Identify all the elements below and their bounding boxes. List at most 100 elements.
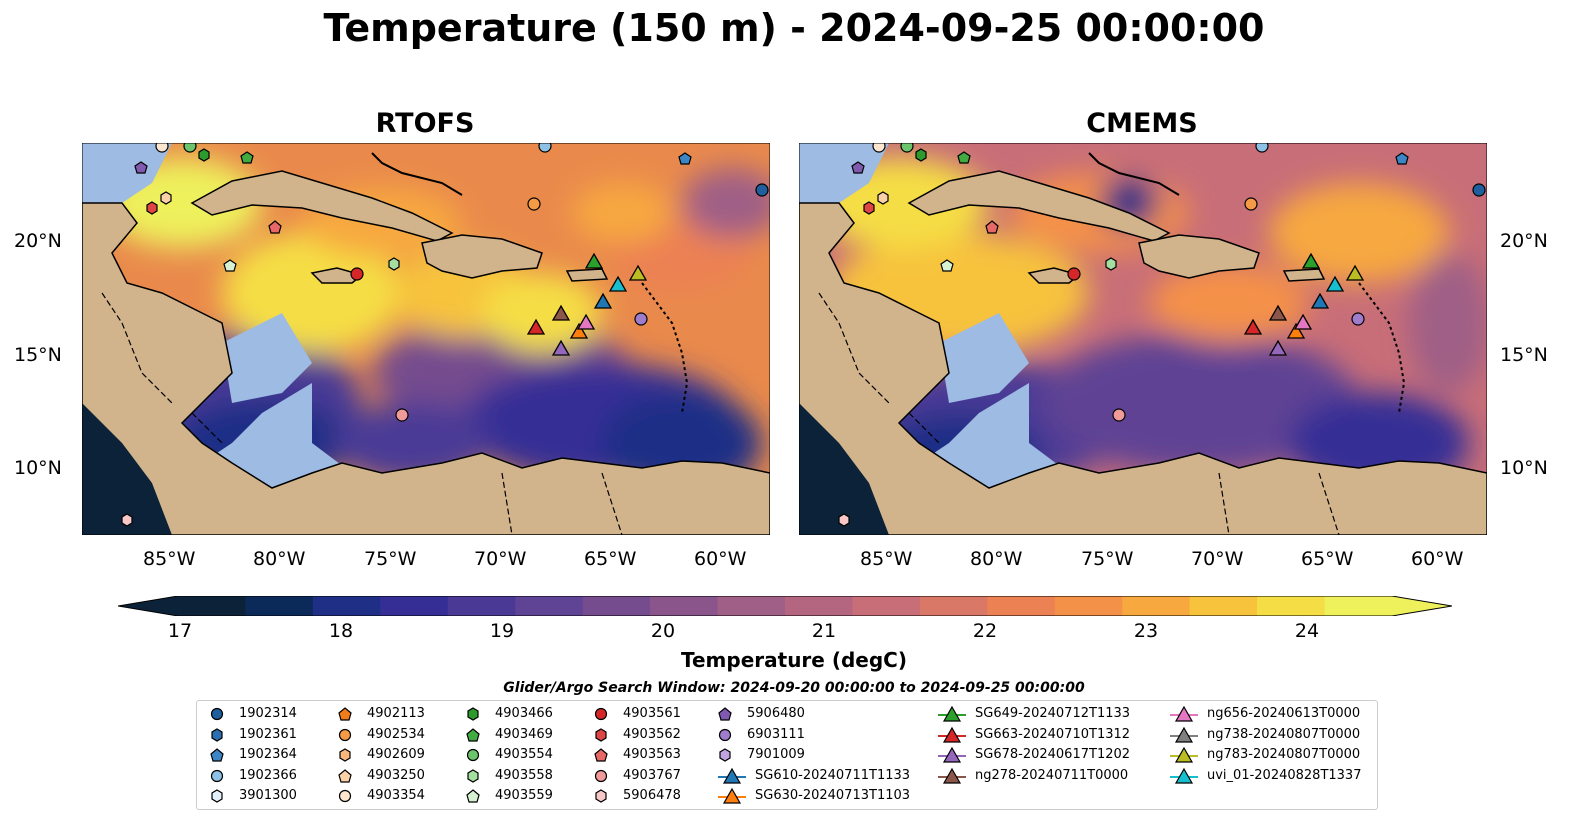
- legend-item-label: ng278-20240711T0000: [975, 767, 1129, 783]
- colorbar-tick-20: 20: [650, 620, 676, 642]
- legend-item: 5906478: [593, 787, 813, 805]
- legend-item: 1902366: [209, 767, 429, 785]
- colorbar-tick-21: 21: [811, 620, 837, 642]
- legend-item-label: 1902364: [239, 747, 297, 762]
- legend-item-label: 4903554: [495, 747, 553, 762]
- hexagon-marker-icon: [595, 789, 607, 803]
- colorbar-segment: [1122, 596, 1191, 616]
- circle-marker-icon: [338, 789, 352, 803]
- legend-item-label: SG630-20240713T1103: [755, 788, 911, 803]
- pentagon-marker-icon: [338, 707, 352, 721]
- pentagon-marker-icon: [594, 748, 608, 762]
- legend-item-label: 4903469: [495, 726, 553, 742]
- colorbar-label: Temperature (degC): [681, 648, 907, 672]
- legend-item-label: 1902361: [239, 726, 297, 742]
- triangle-line-marker-icon: [1170, 746, 1198, 763]
- lon-label-60w-left: 60°W: [694, 548, 747, 570]
- colorbar-segment: [380, 596, 449, 616]
- legend-item: 1902361: [209, 726, 429, 744]
- rtofs-temperature-map: [81, 142, 771, 536]
- colorbar-segment: [987, 596, 1056, 616]
- legend-item: 4903558: [465, 767, 685, 785]
- legend-item: 1902314: [209, 705, 429, 723]
- pentagon-marker-icon: [210, 748, 224, 762]
- circle-marker-icon: [210, 769, 224, 782]
- legend-item-label: ng656-20240613T0000: [1207, 706, 1361, 721]
- triangle-line-marker-icon: [1170, 705, 1198, 722]
- hexagon-marker-icon: [211, 727, 223, 742]
- lon-label-70w-left: 70°W: [474, 548, 527, 570]
- colorbar-segment: [852, 596, 921, 616]
- legend-item: 4903562: [593, 726, 813, 744]
- legend-item-label: 3901300: [239, 788, 297, 803]
- legend-item: 3901300: [209, 787, 429, 805]
- pentagon-marker-icon: [718, 707, 732, 721]
- legend-item: uvi_01-20240828T1337: [1169, 767, 1389, 785]
- legend-item-label: 1902366: [239, 767, 297, 783]
- hexagon-marker-icon: [211, 789, 223, 803]
- lon-label-75w-right: 75°W: [1081, 548, 1134, 570]
- legend-item-label: 4903562: [623, 726, 681, 742]
- colorbar-segment: [650, 596, 719, 616]
- triangle-line-marker-icon: [1170, 767, 1198, 784]
- map-panel-rtofs: [81, 142, 771, 536]
- triangle-line-marker-icon: [938, 705, 966, 722]
- legend-item-label: 5906478: [623, 788, 681, 803]
- legend-item: 4903554: [465, 746, 685, 764]
- colorbar-segment: [1189, 596, 1258, 616]
- colorbar-tick-24: 24: [1294, 620, 1320, 642]
- legend-item: 4902609: [337, 746, 557, 764]
- lon-label-65w-right: 65°W: [1301, 548, 1354, 570]
- colorbar-segment: [447, 596, 516, 616]
- hexagon-marker-icon: [719, 748, 731, 762]
- colorbar: [117, 595, 1453, 617]
- circle-marker-icon: [338, 728, 352, 741]
- legend-item: 5906480: [717, 705, 937, 723]
- legend-item-label: SG663-20240710T1312: [975, 726, 1131, 742]
- lat-label-15n-left: 15°N: [14, 344, 62, 366]
- lon-label-70w-right: 70°W: [1191, 548, 1244, 570]
- legend-item-label: 4902113: [367, 706, 425, 721]
- legend-item-label: uvi_01-20240828T1337: [1207, 767, 1362, 783]
- legend-item-label: 4903767: [623, 767, 681, 783]
- pentagon-marker-icon: [338, 768, 352, 783]
- legend-item: 4903466: [465, 705, 685, 723]
- lon-label-85w-right: 85°W: [860, 548, 913, 570]
- legend-item-label: 4903466: [495, 706, 553, 721]
- colorbar-tick-23: 23: [1133, 620, 1159, 642]
- legend-item: ng656-20240613T0000: [1169, 705, 1389, 723]
- legend-item-label: SG678-20240617T1202: [975, 747, 1131, 762]
- triangle-line-marker-icon: [938, 726, 966, 743]
- search-window-caption: Glider/Argo Search Window: 2024-09-20 00…: [503, 680, 1085, 696]
- legend-item-label: ng783-20240807T0000: [1207, 747, 1361, 762]
- lat-label-15n-right: 15°N: [1500, 344, 1548, 366]
- legend-item-label: 6903111: [747, 726, 805, 742]
- legend-item-label: 4903563: [623, 747, 681, 762]
- panel-title-cmems: CMEMS: [1086, 108, 1198, 139]
- colorbar-segment: [312, 596, 381, 616]
- lat-label-10n-right: 10°N: [1500, 457, 1548, 479]
- colorbar-scale: [117, 595, 1453, 617]
- legend-item: SG663-20240710T1312: [937, 726, 1157, 744]
- legend-item-label: 4903561: [623, 706, 681, 721]
- legend-item: 4903469: [465, 726, 685, 744]
- colorbar-segment: [785, 596, 854, 616]
- lat-label-20n-right: 20°N: [1500, 230, 1548, 252]
- colorbar-min-extend: [118, 596, 178, 616]
- legend-item-label: SG610-20240711T1133: [755, 767, 911, 783]
- legend-item: SG649-20240712T1133: [937, 705, 1157, 723]
- legend-item-label: 4903558: [495, 767, 553, 783]
- hexagon-marker-icon: [467, 768, 479, 783]
- figure-title: Temperature (150 m) - 2024-09-25 00:00:0…: [323, 6, 1265, 50]
- colorbar-segment: [1324, 596, 1393, 616]
- hexagon-marker-icon: [595, 727, 607, 742]
- legend-item: 7901009: [717, 746, 937, 764]
- pentagon-marker-icon: [466, 789, 480, 803]
- legend-item: 1902364: [209, 746, 429, 764]
- legend-item: ng783-20240807T0000: [1169, 746, 1389, 764]
- legend-item: 4902534: [337, 726, 557, 744]
- triangle-line-marker-icon: [938, 746, 966, 763]
- lon-label-80w-left: 80°W: [253, 548, 306, 570]
- hexagon-marker-icon: [339, 748, 351, 762]
- colorbar-segment: [515, 596, 584, 616]
